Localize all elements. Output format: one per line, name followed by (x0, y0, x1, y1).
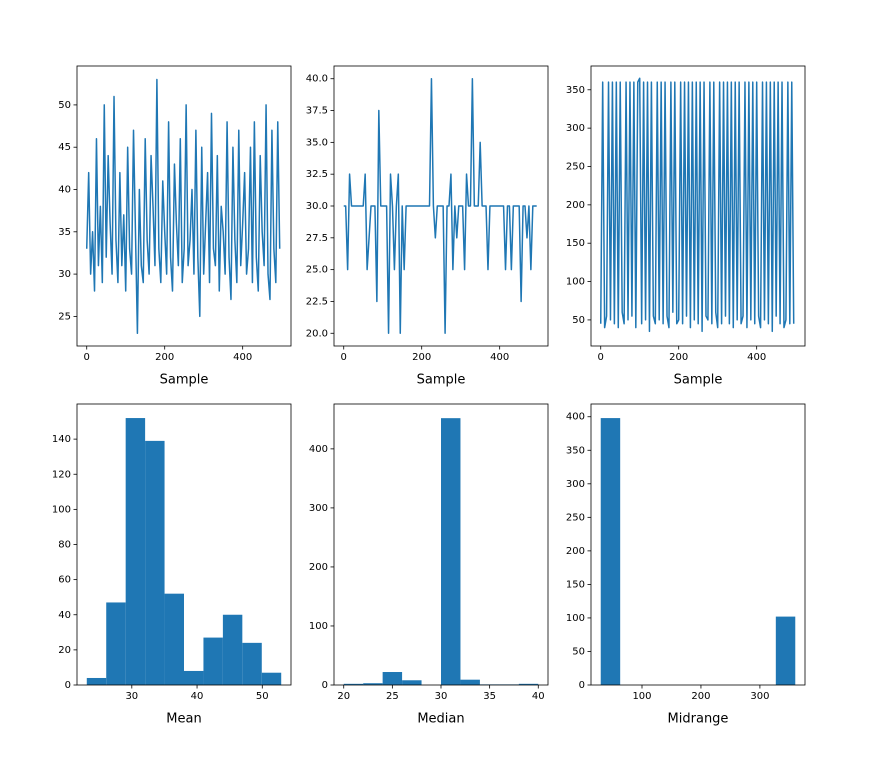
y-tick-label: 100 (566, 613, 585, 624)
y-tick-label: 100 (566, 277, 585, 288)
y-tick-label: 60 (58, 575, 71, 586)
y-tick-label: 100 (52, 504, 71, 515)
y-tick-label: 50 (58, 100, 71, 111)
y-tick-label: 300 (566, 479, 585, 490)
x-tick-label: 35 (483, 691, 496, 702)
x-tick-label: 200 (669, 352, 688, 363)
y-tick-label: 80 (58, 540, 71, 551)
bar (222, 614, 243, 685)
y-tick-label: 140 (52, 434, 71, 445)
x-tick-label: 25 (386, 691, 399, 702)
x-tick-label: 200 (155, 352, 174, 363)
axes-frame (590, 403, 806, 686)
x-tick-label: 200 (691, 691, 710, 702)
bar (343, 683, 364, 685)
line (599, 77, 795, 333)
y-tick-label: 250 (566, 512, 585, 523)
bar (441, 418, 461, 685)
x-tick-label: 300 (750, 691, 769, 702)
bar (86, 677, 107, 685)
y-tick-label: 22.5 (306, 296, 328, 307)
y-tick-label: 100 (309, 621, 328, 632)
y-tick-label: 40 (58, 610, 71, 621)
x-tick-label: 400 (233, 352, 252, 363)
bar (203, 637, 223, 685)
y-tick-label: 350 (566, 85, 585, 96)
y-tick-label: 27.5 (306, 233, 328, 244)
x-axis-label: Sample (417, 373, 466, 388)
x-tick-label: 0 (84, 352, 90, 363)
line (85, 78, 281, 335)
y-tick-label: 300 (566, 123, 585, 134)
y-tick-label: 50 (572, 315, 585, 326)
x-axis-label: Mean (166, 712, 201, 727)
y-tick-label: 25 (58, 311, 71, 322)
x-tick-label: 30 (125, 691, 138, 702)
y-tick-label: 45 (58, 142, 71, 153)
y-tick-label: 350 (566, 445, 585, 456)
axes-frame (76, 65, 292, 347)
y-tick-label: 35.0 (306, 137, 328, 148)
bar (184, 670, 204, 685)
y-tick-label: 250 (566, 161, 585, 172)
x-tick-label: 200 (412, 352, 431, 363)
y-tick-label: 150 (566, 579, 585, 590)
y-tick-label: 35 (58, 227, 71, 238)
y-tick-label: 20 (58, 645, 71, 656)
x-tick-label: 100 (632, 691, 651, 702)
y-tick-label: 0 (65, 680, 71, 691)
bar (164, 593, 184, 685)
y-tick-label: 150 (566, 238, 585, 249)
x-tick-label: 30 (435, 691, 448, 702)
bar (600, 418, 621, 685)
x-axis-label: Sample (160, 373, 209, 388)
y-tick-label: 200 (309, 562, 328, 573)
bar (382, 672, 403, 685)
x-axis-label: Midrange (668, 712, 729, 727)
bar (125, 418, 146, 685)
x-tick-label: 40 (532, 691, 545, 702)
bar (402, 680, 422, 685)
y-tick-label: 400 (566, 412, 585, 423)
x-tick-label: 40 (191, 691, 204, 702)
x-tick-label: 50 (256, 691, 269, 702)
x-tick-label: 20 (337, 691, 350, 702)
bar (145, 440, 165, 685)
bar (460, 679, 480, 685)
y-tick-label: 200 (566, 546, 585, 557)
y-tick-label: 400 (309, 444, 328, 455)
x-tick-label: 400 (490, 352, 509, 363)
y-tick-label: 25.0 (306, 265, 328, 276)
bar (106, 602, 126, 685)
y-tick-label: 40 (58, 185, 71, 196)
y-tick-label: 20.0 (306, 328, 328, 339)
bar (242, 642, 262, 685)
x-axis-label: Sample (674, 373, 723, 388)
y-tick-label: 0 (322, 680, 328, 691)
x-tick-label: 0 (341, 352, 347, 363)
y-tick-label: 37.5 (306, 106, 328, 117)
bar (261, 672, 282, 685)
bar (363, 683, 383, 685)
bar (518, 683, 539, 685)
y-tick-label: 300 (309, 503, 328, 514)
y-tick-label: 120 (52, 469, 71, 480)
x-tick-label: 0 (598, 352, 604, 363)
y-tick-label: 30.0 (306, 201, 328, 212)
bar (775, 616, 796, 685)
y-tick-label: 40.0 (306, 74, 328, 85)
y-tick-label: 0 (579, 680, 585, 691)
x-axis-label: Median (417, 712, 464, 727)
y-tick-label: 30 (58, 269, 71, 280)
line (343, 77, 537, 335)
y-tick-label: 200 (566, 200, 585, 211)
x-tick-label: 400 (747, 352, 766, 363)
axes-frame (590, 65, 806, 347)
y-tick-label: 50 (572, 646, 585, 657)
y-tick-label: 32.5 (306, 169, 328, 180)
